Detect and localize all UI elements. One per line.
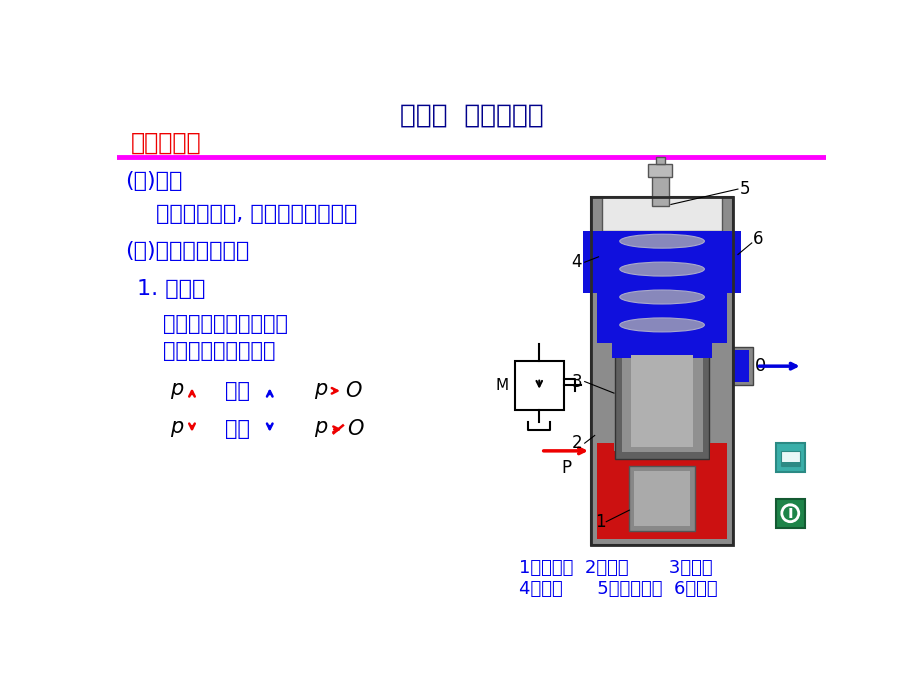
Bar — [596, 451, 726, 539]
Bar — [726, 231, 740, 293]
Bar — [602, 197, 721, 231]
Text: $O$: $O$ — [345, 381, 362, 401]
Text: 防止系统过载, 保持系统压力恒定: 防止系统过载, 保持系统压力恒定 — [155, 204, 357, 224]
Bar — [655, 157, 664, 164]
Bar — [596, 443, 613, 489]
Bar — [590, 197, 732, 545]
Text: 1. 直动式: 1. 直动式 — [136, 279, 205, 299]
Bar — [780, 451, 799, 466]
Text: i: i — [787, 504, 792, 522]
Text: $p$: $p$ — [313, 381, 328, 401]
Text: 5: 5 — [739, 180, 749, 198]
Text: 阀芯: 阀芯 — [225, 420, 250, 440]
Text: $p$: $p$ — [169, 420, 184, 440]
Bar — [732, 350, 748, 382]
Text: $O$: $O$ — [346, 420, 364, 440]
Text: 第四节  压力控制阀: 第四节 压力控制阀 — [399, 102, 543, 128]
Text: 阀芯: 阀芯 — [225, 381, 250, 401]
Bar — [651, 174, 668, 206]
Bar — [775, 499, 804, 528]
Bar — [583, 231, 596, 293]
Text: 控制阀芯的启闭动作: 控制阀芯的启闭动作 — [164, 341, 276, 361]
Bar — [647, 164, 672, 177]
Text: P: P — [561, 459, 571, 477]
Text: 4－阀盖      5－调压螺钉  6－弹簧: 4－阀盖 5－调压螺钉 6－弹簧 — [518, 580, 717, 598]
Bar — [709, 443, 726, 489]
Ellipse shape — [619, 234, 704, 248]
Text: 3: 3 — [571, 373, 582, 391]
Ellipse shape — [619, 290, 704, 304]
Text: 一、溢流阀: 一、溢流阀 — [131, 131, 201, 155]
Bar — [615, 343, 708, 459]
Bar — [775, 443, 804, 473]
Bar — [630, 355, 693, 447]
Text: 2: 2 — [571, 434, 582, 452]
Text: 4: 4 — [571, 253, 582, 271]
Text: (二)工作原理和结构: (二)工作原理和结构 — [125, 241, 249, 261]
Ellipse shape — [619, 318, 704, 332]
Text: M: M — [495, 378, 508, 393]
Bar — [621, 349, 702, 453]
Bar — [590, 197, 732, 545]
Bar — [732, 347, 753, 386]
Text: 6: 6 — [752, 230, 762, 248]
Bar — [629, 466, 694, 531]
Text: $p$: $p$ — [169, 381, 184, 401]
Ellipse shape — [619, 262, 704, 276]
Ellipse shape — [781, 505, 798, 522]
Bar — [612, 342, 711, 359]
Text: (一)作用: (一)作用 — [125, 170, 182, 190]
Text: 0: 0 — [754, 357, 766, 375]
Text: $p$: $p$ — [313, 420, 328, 440]
Text: 1: 1 — [594, 513, 605, 531]
Bar — [514, 361, 563, 410]
Text: 压力油和弹簧力的作用: 压力油和弹簧力的作用 — [164, 314, 289, 334]
Bar — [633, 471, 689, 526]
Text: 1－阻尼孔  2－阀体       3－阀芯: 1－阻尼孔 2－阀体 3－阀芯 — [518, 559, 712, 577]
Bar — [596, 231, 726, 343]
Bar — [780, 462, 799, 466]
